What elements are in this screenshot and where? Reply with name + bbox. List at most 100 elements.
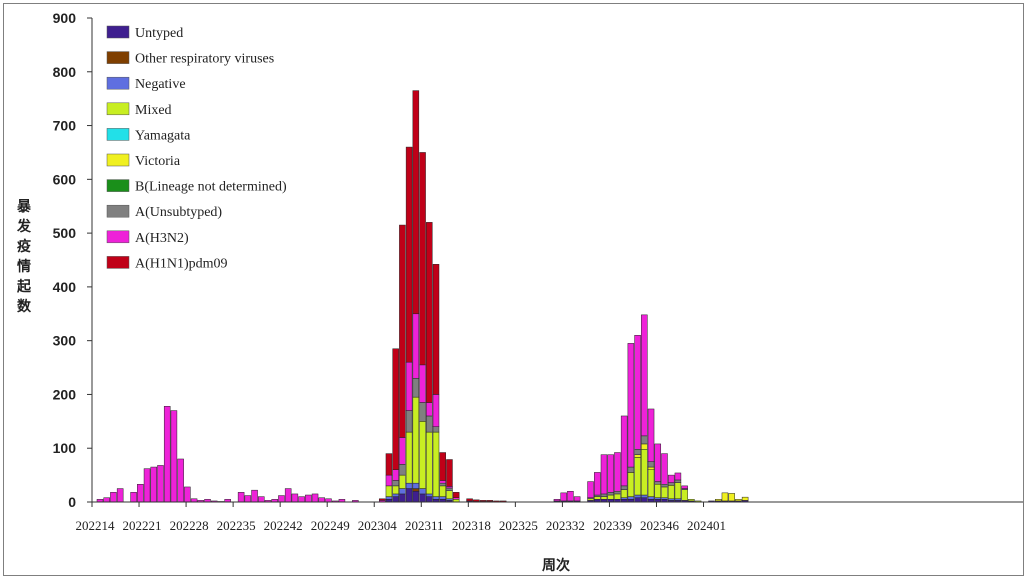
bar-segment [103,497,110,503]
bar-segment [641,314,648,437]
bar-segment [600,493,608,497]
bar-segment [654,481,662,485]
bar-segment [405,488,413,503]
y-tick-label: 500 [53,225,77,241]
y-axis-title-char: 情 [17,258,31,275]
bar-segment [587,481,594,498]
y-axis-title-char: 暴 [16,199,32,215]
bar-segment [667,482,675,486]
bar-segment [647,469,655,497]
chart-frame [3,3,1024,576]
bar-segment [432,264,440,395]
legend-swatch [106,102,130,116]
bar-segment [412,490,420,503]
bar-segment [654,484,662,498]
bar-segment [641,435,648,445]
bar-segment [385,453,393,476]
bar-segment [258,496,265,503]
bar-segment [479,500,487,502]
x-tick-label: 202311 [405,518,444,533]
legend-swatch [106,128,130,141]
bar-segment [399,464,406,476]
bar-segment [318,497,326,503]
chart-bars [96,90,749,503]
x-tick-label: 202318 [452,518,491,533]
bar-segment [116,488,124,503]
bar-segment [439,452,446,481]
bar-segment [412,90,420,315]
bar-segment [399,493,406,503]
bar-segment [392,496,399,503]
bar-segment [237,492,245,503]
y-axis-title-char: 起 [16,278,32,295]
bar-segment [634,457,641,496]
bar-segment [634,494,641,498]
bar-segment [298,496,305,503]
y-axis-title-char: 数 [17,298,32,315]
bar-segment [627,343,635,468]
legend-swatch [106,204,130,218]
bar-segment [594,472,601,496]
bar-segment [432,426,440,433]
y-tick-label: 800 [53,64,77,80]
x-axis-title: 周次 [542,557,570,574]
bar-segment [399,474,406,489]
bar-segment [405,410,413,433]
bar-segment [412,396,420,484]
legend-label: Other respiratory viruses [135,52,274,67]
bar-segment [627,472,635,497]
bar-segment [305,494,312,503]
bar-segment [426,431,433,495]
bar-segment [392,493,399,497]
bar-segment [412,313,420,379]
bar-segment [728,493,735,502]
bar-segment [674,482,682,500]
bar-segment [439,485,446,497]
bar-segment [426,493,433,497]
bar-segment [184,486,191,503]
legend-label: Mixed [135,103,172,118]
bar-segment [607,492,614,496]
y-axis-title-char: 发 [16,218,32,235]
bar-segment [419,402,426,422]
bar-segment [641,497,648,503]
legend-label: Yamagata [135,128,191,143]
y-axis-ticks: 0 100 200 300 400 500 600 700 800 900 [53,10,92,510]
bar-segment [627,496,635,500]
bar-segment [412,488,420,492]
bar-segment [143,468,151,503]
bar-segment [661,486,668,498]
bar-segment [419,493,426,503]
bar-segment [667,485,675,500]
bar-segment [573,496,581,502]
bar-segment [634,449,641,455]
bar-segment [614,452,621,492]
legend-label: Victoria [135,154,181,169]
bar-segment [614,490,621,495]
y-tick-label: 300 [53,333,77,349]
bar-segment [130,492,137,503]
bar-segment [553,499,561,502]
bar-segment [177,458,184,503]
legend-swatch [106,51,130,64]
x-tick-label: 202214 [76,518,116,533]
bar-segment [560,492,567,502]
bar-segment [392,469,399,481]
bar-segment [170,410,178,503]
bar-segment [399,488,406,495]
x-axis-ticks: 202214 202221 202228 202235 202242 202249 2023… [76,502,726,533]
bar-segment [392,485,399,495]
bar-segment [647,496,655,500]
bar-segment [284,488,292,503]
bar-segment [157,465,164,503]
bar-segment [405,431,413,484]
bar-segment [278,495,285,503]
x-tick-label: 202401 [687,518,726,533]
bar-segment [634,454,641,458]
x-tick-label: 202339 [593,518,632,533]
legend-swatch [106,153,130,167]
bar-segment [594,496,601,500]
bar-segment [661,484,668,488]
bar-segment [419,488,426,495]
bar-segment [311,493,319,503]
